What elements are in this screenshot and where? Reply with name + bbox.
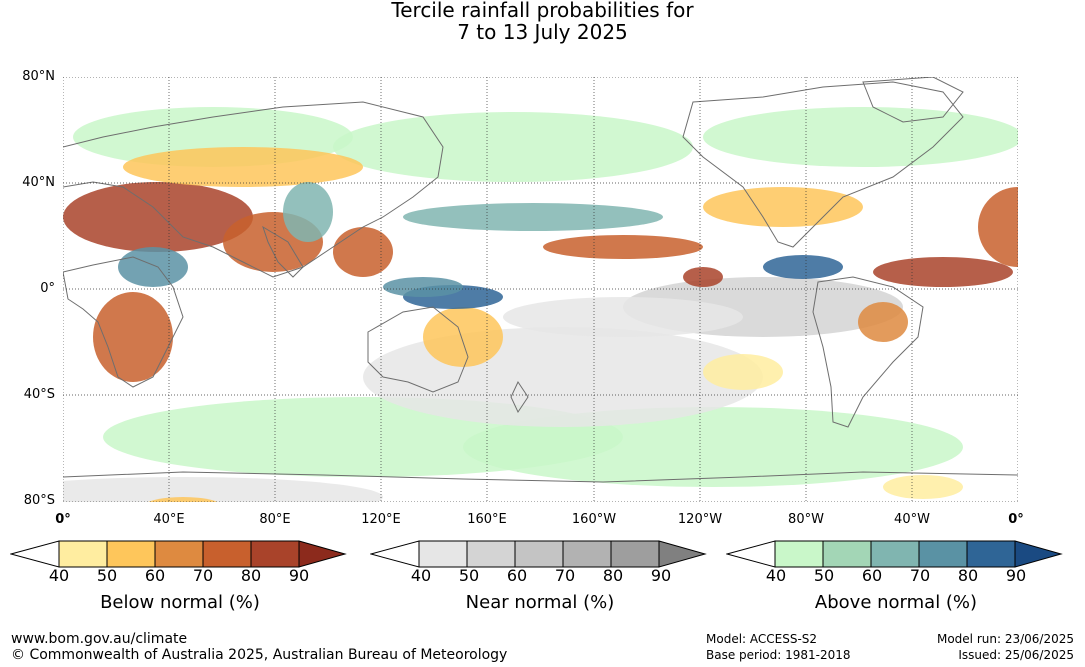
cb2-tick: 40: [765, 566, 787, 585]
lon-label-40e: 40°E: [153, 512, 185, 527]
colorbar-segment: [774, 540, 824, 568]
colorbar-high-extension: [658, 540, 707, 568]
colorbar-segment: [918, 540, 968, 568]
model-name: Model: ACCESS-S2: [706, 632, 818, 646]
above-normal-colorbar: [726, 540, 1063, 568]
cb1-tick: 90: [650, 566, 672, 585]
lon-label-160w: 160°W: [571, 512, 617, 527]
colorbar-segment: [58, 540, 108, 568]
cb0-tick: 60: [144, 566, 166, 585]
probability-fields: [63, 107, 1018, 502]
colorbar-high-extension: [298, 540, 347, 568]
cb1-tick: 60: [506, 566, 528, 585]
issued-date: Issued: 25/06/2025: [958, 648, 1074, 662]
lat-label-80s: 80°S: [23, 493, 55, 508]
probability-region: [423, 307, 503, 367]
cb2-tick: 50: [813, 566, 835, 585]
probability-region: [93, 292, 173, 382]
colorbar-high-extension: [1014, 540, 1063, 568]
probability-region: [118, 247, 188, 287]
lon-label-120w: 120°W: [677, 512, 723, 527]
lat-label-40s: 40°S: [23, 387, 55, 402]
probability-region: [383, 277, 463, 297]
colorbar-segment: [106, 540, 156, 568]
base-period: Base period: 1981-2018: [706, 648, 851, 662]
tercile-rainfall-map: [63, 77, 1018, 502]
cb1-tick: 40: [410, 566, 432, 585]
probability-region: [503, 297, 743, 337]
colorbar-segment: [418, 540, 468, 568]
probability-region: [703, 107, 1018, 167]
probability-region: [703, 187, 863, 227]
below-normal-colorbar: [10, 540, 347, 568]
colorbar-segment: [514, 540, 564, 568]
colorbar-segment: [562, 540, 612, 568]
map-title-line-1: Tercile rainfall probabilities for: [391, 0, 694, 22]
lat-label-40n: 40°N: [22, 175, 55, 190]
below-normal-legend-title: Below normal (%): [100, 592, 260, 613]
cb2-tick: 90: [1005, 566, 1027, 585]
colorbar-segment: [822, 540, 872, 568]
probability-region: [763, 255, 843, 279]
colorbar-segment: [250, 540, 300, 568]
colorbar-segment: [966, 540, 1016, 568]
colorbar-low-extension: [370, 540, 420, 568]
lon-label-120e: 120°E: [361, 512, 401, 527]
lon-label-40w: 40°W: [894, 512, 930, 527]
colorbar-segment: [610, 540, 660, 568]
above-normal-legend-title: Above normal (%): [814, 592, 978, 613]
model-run-date: Model run: 23/06/2025: [936, 632, 1074, 646]
probability-region: [148, 497, 218, 502]
graticule: [63, 77, 1018, 502]
probability-region: [683, 267, 723, 287]
colorbar-segment: [466, 540, 516, 568]
lon-label-160e: 160°E: [467, 512, 507, 527]
cb2-tick: 60: [861, 566, 883, 585]
colorbar-segment: [870, 540, 920, 568]
cb2-tick: 70: [909, 566, 931, 585]
cb2-tick: 80: [957, 566, 979, 585]
probability-region: [363, 327, 763, 427]
copyright-text: © Commonwealth of Australia 2025, Austra…: [11, 647, 508, 663]
cb0-tick: 70: [192, 566, 214, 585]
probability-region: [283, 182, 333, 242]
map-title-line-2: 7 to 13 July 2025: [457, 20, 628, 44]
cb1-tick: 80: [602, 566, 624, 585]
cb0-tick: 40: [48, 566, 70, 585]
lon-label-0-east: 0°: [1008, 512, 1024, 527]
cb0-tick: 50: [96, 566, 118, 585]
cb1-tick: 50: [458, 566, 480, 585]
colorbar-segment: [154, 540, 204, 568]
probability-region: [333, 227, 393, 277]
lon-label-80e: 80°E: [259, 512, 291, 527]
coastlines: [63, 77, 1018, 483]
lat-label-equator: 0°: [40, 281, 55, 296]
near-normal-colorbar: [370, 540, 707, 568]
lat-label-80n: 80°N: [22, 69, 55, 84]
near-normal-legend-title: Near normal (%): [465, 592, 615, 613]
lon-label-0: 0°: [55, 512, 71, 527]
colorbar-low-extension: [10, 540, 60, 568]
probability-region: [978, 187, 1018, 267]
cb1-tick: 70: [554, 566, 576, 585]
probability-region: [63, 477, 383, 502]
probability-region: [873, 257, 1013, 287]
probability-region: [543, 235, 703, 259]
cb0-tick: 80: [240, 566, 262, 585]
lon-label-80w: 80°W: [788, 512, 824, 527]
probability-region: [858, 302, 908, 342]
probability-region: [333, 112, 693, 182]
cb0-tick: 90: [288, 566, 310, 585]
probability-region: [123, 147, 363, 187]
probability-region: [703, 354, 783, 390]
probability-region: [403, 203, 663, 231]
colorbar-low-extension: [726, 540, 776, 568]
colorbar-segment: [202, 540, 252, 568]
probability-region: [463, 407, 963, 487]
website-link[interactable]: www.bom.gov.au/climate: [11, 631, 188, 647]
probability-region: [883, 475, 963, 499]
probability-region: [63, 182, 253, 252]
